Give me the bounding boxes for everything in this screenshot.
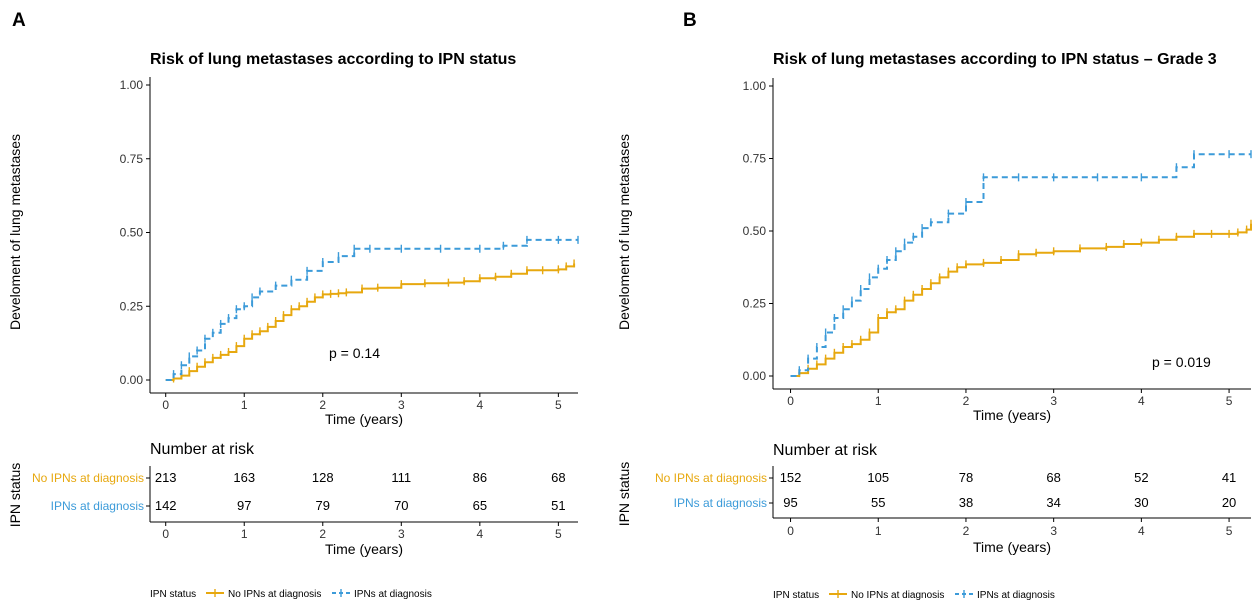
risk-table-cell: 65 bbox=[473, 498, 487, 513]
x-tick-label: 4 bbox=[1138, 394, 1145, 408]
chart-title: Risk of lung metastases according to IPN… bbox=[773, 51, 1217, 68]
x-tick-label: 3 bbox=[398, 398, 405, 412]
risk-row-label: No IPNs at diagnosis bbox=[32, 471, 144, 485]
x-tick-label: 1 bbox=[241, 398, 248, 412]
x-tick-label: 2 bbox=[319, 398, 326, 412]
x-tick-label: 2 bbox=[963, 394, 970, 408]
risk-x-tick-label: 0 bbox=[162, 527, 169, 541]
risk-x-axis-label: Time (years) bbox=[973, 539, 1051, 555]
legend-title: IPN status bbox=[150, 589, 196, 600]
risk-row-label: IPNs at diagnosis bbox=[51, 499, 144, 513]
y-axis-label: Develoment of lung metastases bbox=[616, 134, 632, 330]
risk-table-cell: 213 bbox=[155, 470, 177, 485]
risk-table-cell: 34 bbox=[1046, 495, 1060, 510]
y-tick-label: 0.00 bbox=[743, 369, 767, 383]
risk-table-cell: 111 bbox=[391, 470, 411, 485]
risk-table-cell: 52 bbox=[1134, 470, 1148, 485]
risk-x-tick-label: 3 bbox=[398, 527, 405, 541]
risk-table-cell: 41 bbox=[1222, 470, 1236, 485]
risk-x-tick-label: 4 bbox=[1138, 524, 1145, 538]
x-tick-label: 5 bbox=[555, 398, 562, 412]
y-tick-label: 0.75 bbox=[120, 152, 144, 166]
risk-table-cell: 152 bbox=[780, 470, 802, 485]
y-tick-label: 0.25 bbox=[120, 299, 144, 313]
risk-x-tick-label: 0 bbox=[787, 524, 794, 538]
y-axis-label: Develoment of lung metastases bbox=[7, 134, 23, 330]
x-tick-label: 0 bbox=[787, 394, 794, 408]
y-tick-label: 1.00 bbox=[120, 78, 144, 92]
p-value-annotation: p = 0.019 bbox=[1152, 354, 1211, 370]
y-tick-label: 1.00 bbox=[743, 79, 767, 93]
x-tick-label: 0 bbox=[162, 398, 169, 412]
risk-table-cell: 105 bbox=[867, 470, 889, 485]
risk-table-cell: 97 bbox=[237, 498, 251, 513]
panel-letter: A bbox=[12, 10, 26, 31]
risk-row-label: No IPNs at diagnosis bbox=[655, 471, 767, 485]
risk-x-tick-label: 1 bbox=[241, 527, 248, 541]
risk-row-label: IPNs at diagnosis bbox=[674, 496, 767, 510]
risk-table-cell: 55 bbox=[871, 495, 885, 510]
risk-x-tick-label: 3 bbox=[1050, 524, 1057, 538]
risk-x-tick-label: 1 bbox=[875, 524, 882, 538]
risk-table-cell: 78 bbox=[959, 470, 973, 485]
risk-table-y-label: IPN status bbox=[616, 462, 632, 527]
y-tick-label: 0.50 bbox=[743, 224, 767, 238]
x-tick-label: 3 bbox=[1050, 394, 1057, 408]
x-tick-label: 1 bbox=[875, 394, 882, 408]
risk-x-tick-label: 5 bbox=[1226, 524, 1233, 538]
risk-table-cell: 142 bbox=[155, 498, 177, 513]
x-axis-label: Time (years) bbox=[325, 411, 403, 427]
x-tick-label: 5 bbox=[1226, 394, 1233, 408]
risk-table-cell: 68 bbox=[1046, 470, 1060, 485]
legend-label-no-ipn: No IPNs at diagnosis bbox=[851, 590, 944, 601]
legend-label-ipn: IPNs at diagnosis bbox=[977, 590, 1055, 601]
risk-table-cell: 68 bbox=[551, 470, 565, 485]
legend-label-no-ipn: No IPNs at diagnosis bbox=[228, 589, 321, 600]
y-tick-label: 0.00 bbox=[120, 373, 144, 387]
risk-table-cell: 20 bbox=[1222, 495, 1236, 510]
y-tick-label: 0.50 bbox=[120, 226, 144, 240]
risk-table-cell: 79 bbox=[316, 498, 330, 513]
risk-x-tick-label: 2 bbox=[319, 527, 326, 541]
risk-table-cell: 128 bbox=[312, 470, 334, 485]
risk-table-cell: 38 bbox=[959, 495, 973, 510]
risk-x-axis-label: Time (years) bbox=[325, 541, 403, 557]
series-line-no-ipn bbox=[165, 263, 576, 381]
risk-table-cell: 86 bbox=[473, 470, 487, 485]
x-tick-label: 4 bbox=[476, 398, 483, 412]
risk-x-tick-label: 4 bbox=[476, 527, 483, 541]
y-tick-label: 0.25 bbox=[743, 297, 767, 311]
risk-x-tick-label: 2 bbox=[963, 524, 970, 538]
legend-title: IPN status bbox=[773, 590, 819, 601]
series-line-ipn bbox=[165, 238, 578, 381]
risk-table-cell: 30 bbox=[1134, 495, 1148, 510]
risk-table-title: Number at risk bbox=[150, 441, 255, 458]
y-tick-label: 0.75 bbox=[743, 152, 767, 166]
risk-x-tick-label: 5 bbox=[555, 527, 562, 541]
risk-table-cell: 95 bbox=[783, 495, 797, 510]
risk-table-cell: 163 bbox=[233, 470, 255, 485]
x-axis-label: Time (years) bbox=[973, 407, 1051, 423]
chart-title: Risk of lung metastases according to IPN… bbox=[150, 51, 516, 68]
risk-table-y-label: IPN status bbox=[7, 463, 23, 528]
risk-table-cell: 70 bbox=[394, 498, 408, 513]
risk-table-cell: 51 bbox=[551, 498, 565, 513]
series-line-ipn bbox=[790, 153, 1251, 377]
p-value-annotation: p = 0.14 bbox=[329, 345, 380, 361]
legend-label-ipn: IPNs at diagnosis bbox=[354, 589, 432, 600]
risk-table-title: Number at risk bbox=[773, 442, 878, 459]
panel-letter: B bbox=[683, 10, 697, 31]
